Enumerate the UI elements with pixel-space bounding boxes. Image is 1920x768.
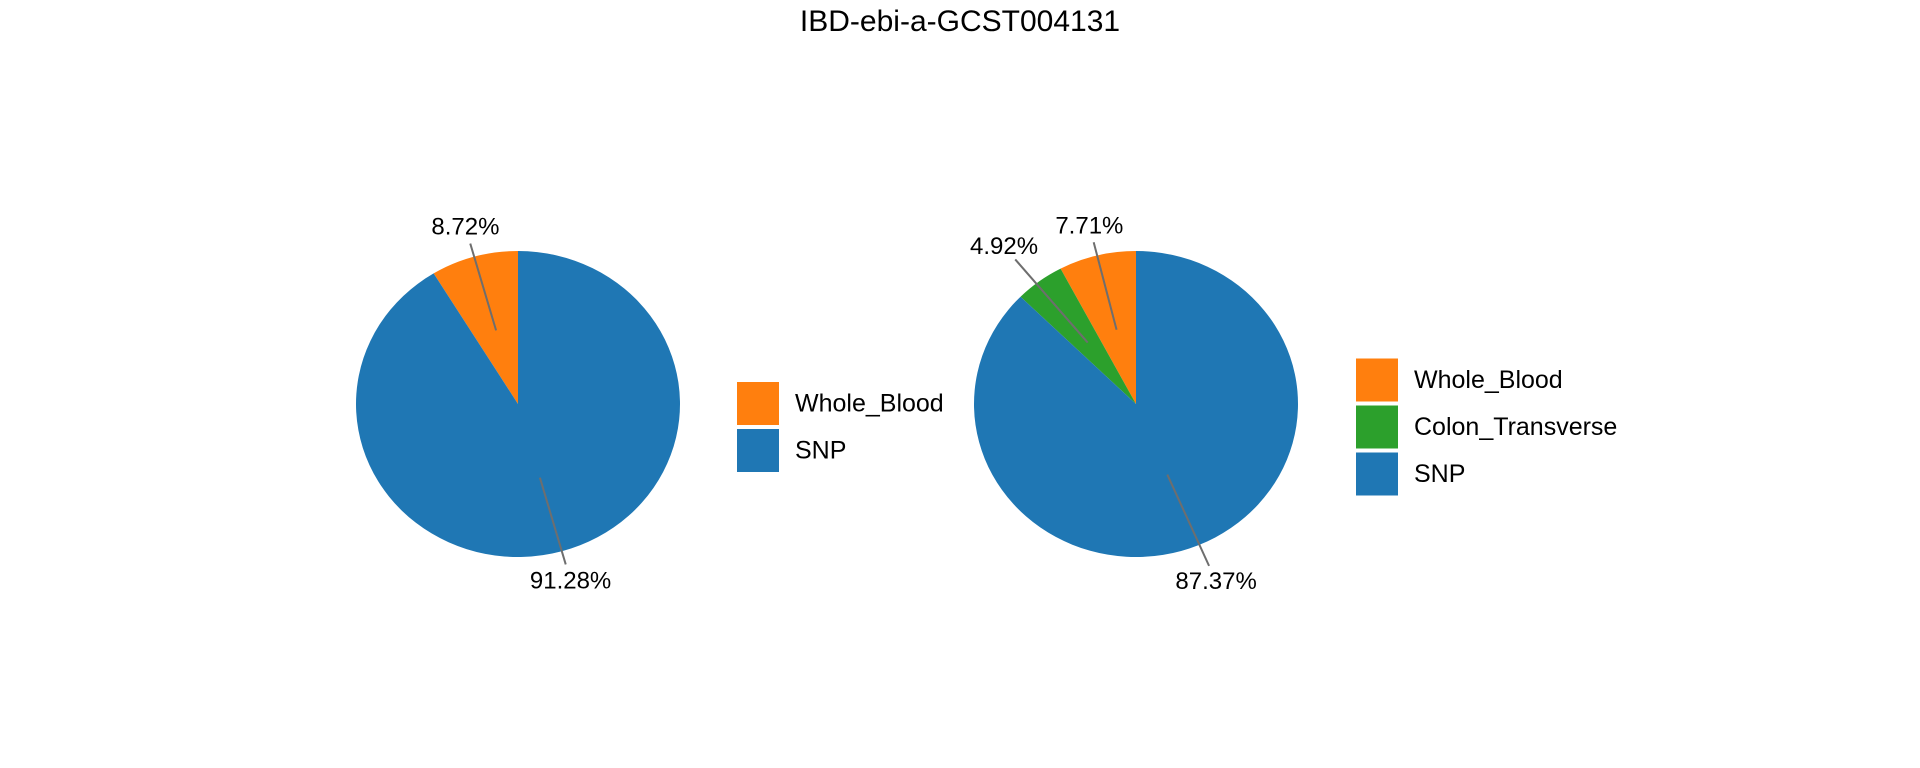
right-pie-legend-swatch-Whole_Blood <box>1356 358 1398 402</box>
left-pie-legend-swatch-Whole_Blood <box>737 382 779 425</box>
right-pie-slice-SNP <box>974 251 1298 557</box>
left-pie-percent-label-SNP: 91.28% <box>530 567 611 594</box>
right-pie-percent-label-Whole_Blood: 7.71% <box>1055 212 1123 239</box>
left-pie-percent-label-Whole_Blood: 8.72% <box>431 214 499 241</box>
left-pie-legend-swatch-SNP <box>737 429 779 472</box>
right-pie-leader-line-SNP <box>1166 474 1210 567</box>
figure-title: IBD-ebi-a-GCST004131 <box>799 5 1121 38</box>
right-pie-legend-swatch-SNP <box>1356 452 1398 496</box>
right-pie-legend-label-SNP: SNP <box>1414 460 1465 488</box>
left-pie-legend-label-Whole_Blood: Whole_Blood <box>795 390 944 418</box>
right-pie-percent-label-Colon_Transverse: 4.92% <box>970 233 1038 260</box>
left-pie-leader-line-Whole_Blood <box>469 243 498 331</box>
right-pie-slice-Whole_Blood <box>1060 251 1136 404</box>
left-pie-leader-line-SNP <box>538 477 567 565</box>
left-pie-legend-label-SNP: SNP <box>795 437 846 465</box>
left-pie-slice-SNP <box>355 250 680 557</box>
right-pie-slice-Colon_Transverse <box>1020 268 1136 404</box>
right-pie-leader-line-Whole_Blood <box>1092 241 1118 330</box>
right-pie-leader-line-Colon_Transverse <box>1014 258 1089 344</box>
right-pie-legend-label-Whole_Blood: Whole_Blood <box>1414 366 1563 394</box>
right-pie-legend-label-Colon_Transverse: Colon_Transverse <box>1414 413 1617 441</box>
right-pie-percent-label-SNP: 87.37% <box>1175 568 1256 595</box>
right-pie-legend-swatch-Colon_Transverse <box>1356 405 1398 449</box>
left-pie-slice-Whole_Blood <box>433 251 518 404</box>
